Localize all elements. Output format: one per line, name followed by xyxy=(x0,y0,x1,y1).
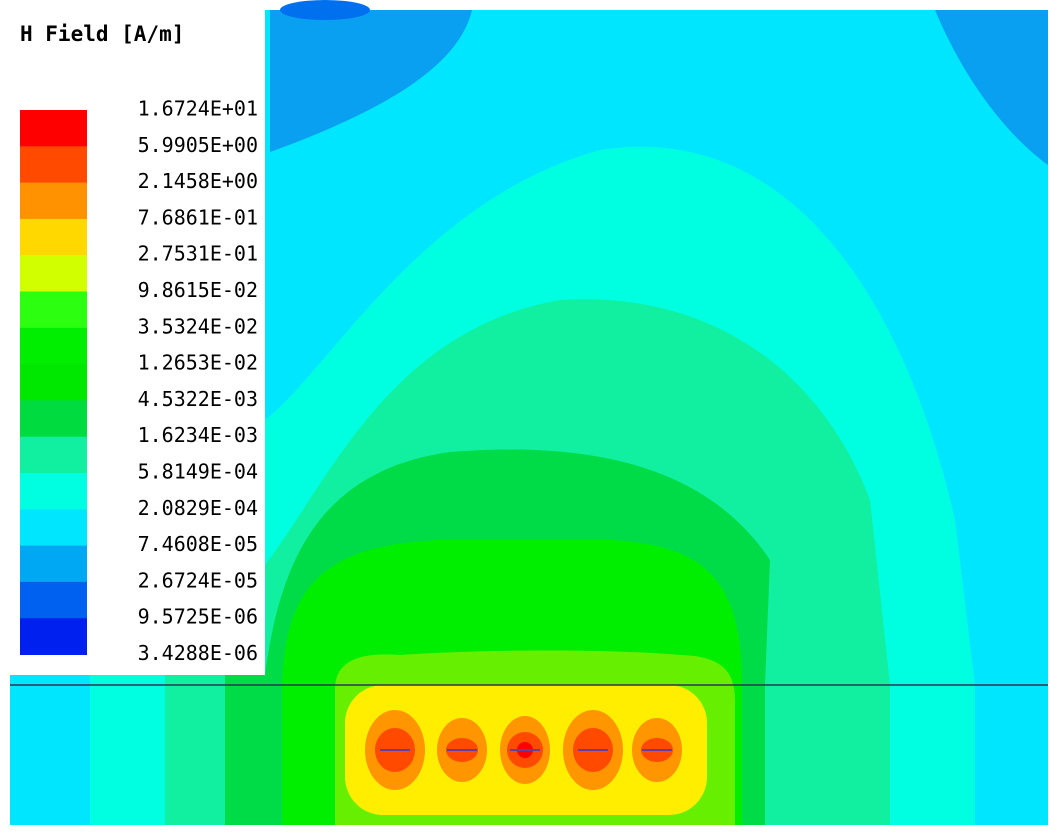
legend-title: H Field [A/m] xyxy=(20,22,184,46)
legend-label: 3.5324E-02 xyxy=(138,314,258,338)
legend-label: 7.6861E-01 xyxy=(138,205,258,229)
legend-swatch xyxy=(20,146,87,184)
legend-label: 2.1458E+00 xyxy=(138,169,258,193)
legend-label: 3.4288E-06 xyxy=(138,641,258,665)
blue-region xyxy=(935,10,1048,165)
legend-label: 1.2653E-02 xyxy=(138,351,258,375)
conductors xyxy=(365,710,682,790)
blue-region xyxy=(270,10,472,152)
legend-swatch xyxy=(20,581,87,619)
dark-blue-region xyxy=(280,0,370,20)
legend-label: 7.4608E-05 xyxy=(138,532,258,556)
legend-swatch xyxy=(20,364,87,401)
legend-swatch xyxy=(20,509,87,547)
legend-swatch xyxy=(20,436,87,474)
legend-swatch xyxy=(20,182,87,220)
field-map xyxy=(10,0,1048,825)
legend-label: 2.7531E-01 xyxy=(138,242,258,266)
legend: H Field [A/m] 1.6724E+01 5.9905E+00 2.1458… xyxy=(10,10,265,675)
bright-green-region xyxy=(282,540,742,685)
legend-label: 9.8615E-02 xyxy=(138,278,258,302)
legend-swatch xyxy=(20,473,87,510)
legend-label: 9.5725E-06 xyxy=(138,605,258,629)
legend-swatch xyxy=(20,545,87,583)
legend-swatch xyxy=(20,327,87,365)
legend-swatch xyxy=(20,110,87,147)
legend-swatch xyxy=(20,218,87,256)
legend-label: 1.6234E-03 xyxy=(138,423,258,447)
legend-label: 2.6724E-05 xyxy=(138,568,258,592)
legend-label: 1.6724E+01 xyxy=(138,97,258,121)
legend-swatch xyxy=(20,291,87,329)
legend-label: 2.0829E-04 xyxy=(138,496,258,520)
legend-label: 5.8149E-04 xyxy=(138,460,258,484)
legend-swatch xyxy=(20,255,87,292)
legend-label: 5.9905E+00 xyxy=(138,133,258,157)
legend-swatch xyxy=(20,400,87,438)
legend-swatch xyxy=(20,618,87,655)
legend-label: 4.5322E-03 xyxy=(138,387,258,411)
